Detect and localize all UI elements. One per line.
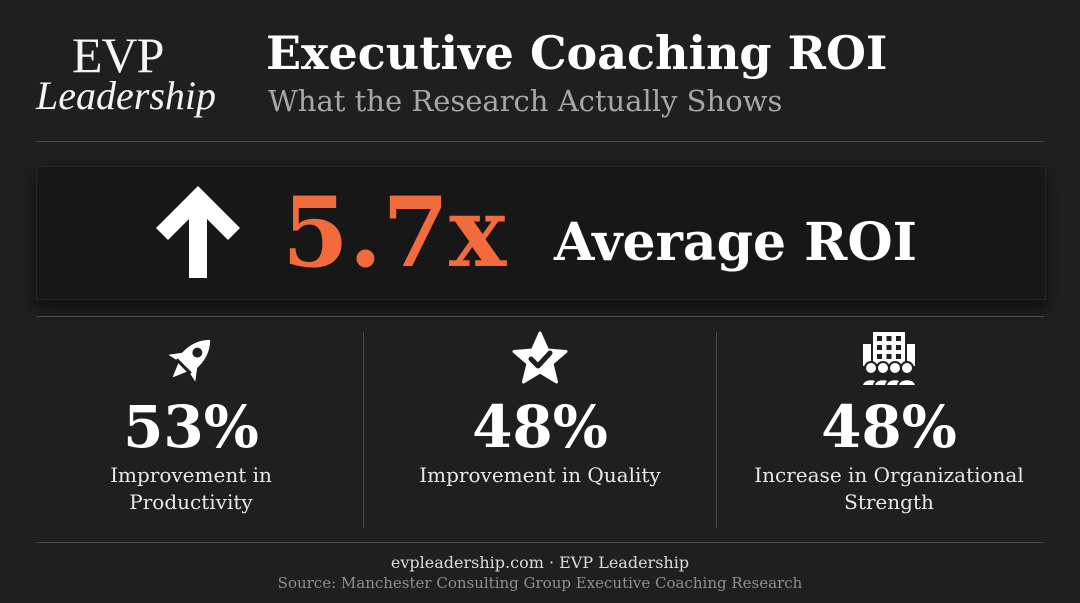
building-team-icon bbox=[860, 332, 918, 387]
footer-site-link[interactable]: evpleadership.com · EVP Leadership bbox=[390, 553, 690, 572]
stat-label: Increase in Organizational Strength bbox=[754, 463, 1024, 514]
hero-roi-value: 5.7x bbox=[282, 176, 507, 289]
footer-source: Source: Manchester Consulting Group Exec… bbox=[277, 574, 803, 592]
header-divider bbox=[36, 141, 1044, 142]
page-title: Executive Coaching ROI bbox=[266, 26, 888, 80]
stat-value: 53% bbox=[123, 393, 259, 461]
star-check-icon bbox=[512, 331, 568, 384]
hero-banner: 5.7x Average ROI bbox=[36, 166, 1046, 300]
stat-divider bbox=[363, 332, 364, 528]
rocket-icon bbox=[168, 339, 211, 382]
stat-value: 48% bbox=[472, 393, 608, 461]
stat-quality: 48% Improvement in Quality bbox=[375, 330, 705, 489]
stat-productivity: 53% Improvement in Productivity bbox=[26, 330, 356, 516]
stat-organizational-strength: 48% Increase in Organizational Strength bbox=[724, 330, 1054, 516]
stat-label: Improvement in Quality bbox=[419, 463, 661, 487]
stat-value: 48% bbox=[821, 393, 957, 461]
page-subtitle: What the Research Actually Shows bbox=[268, 84, 783, 118]
logo-line-evp: EVP bbox=[72, 27, 164, 83]
hero-roi-label: Average ROI bbox=[554, 212, 918, 273]
logo-line-leadership: Leadership bbox=[36, 73, 216, 118]
hero-divider bbox=[36, 316, 1044, 317]
logo: EVP Leadership bbox=[36, 30, 226, 116]
footer-divider bbox=[36, 542, 1044, 543]
stat-label: Improvement in Productivity bbox=[110, 463, 272, 514]
stat-divider bbox=[716, 332, 717, 528]
up-arrow-icon bbox=[156, 186, 240, 278]
